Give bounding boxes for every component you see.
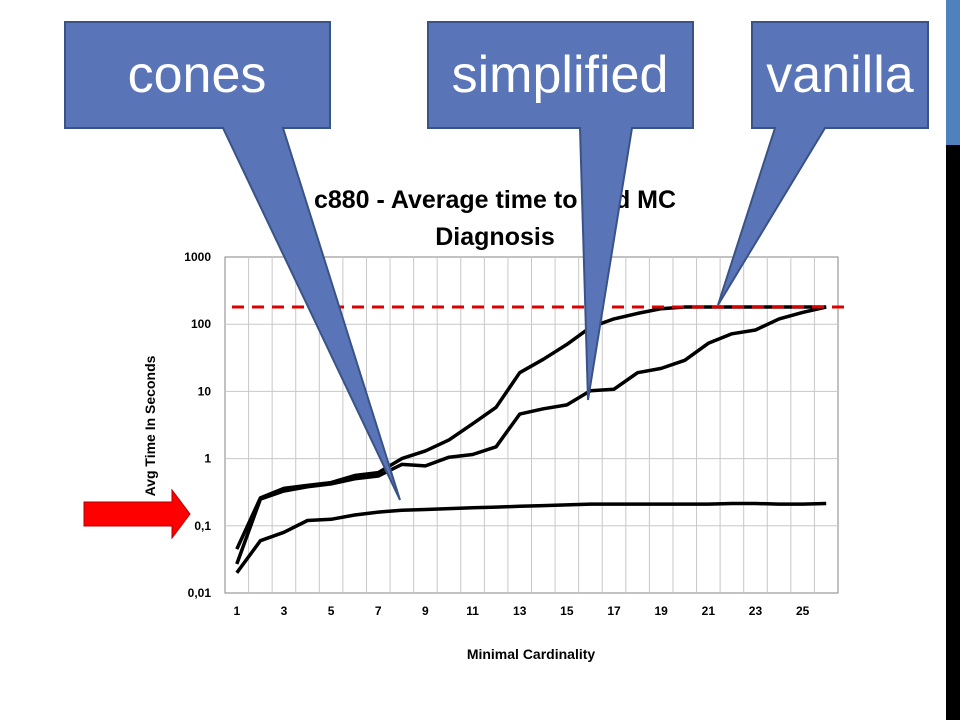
x-tick-label: 11 [466, 604, 479, 618]
x-tick-label: 17 [607, 604, 621, 618]
x-axis-ticks: 1 3 5 7 9 11 13 15 17 19 21 23 25 [233, 604, 809, 618]
y-tick-label: 0,01 [188, 586, 212, 600]
callout-balloon [717, 21, 929, 306]
chart-title-line-2: Diagnosis [435, 223, 554, 251]
side-strip-bottom [946, 145, 960, 720]
side-strip-top [946, 0, 960, 145]
y-tick-label: 1000 [184, 250, 211, 264]
x-tick-label: 19 [654, 604, 668, 618]
x-tick-label: 15 [560, 604, 574, 618]
x-tick-label: 21 [702, 604, 716, 618]
grid [225, 257, 838, 593]
x-tick-label: 13 [513, 604, 527, 618]
y-axis-label: Avg Time In Seconds [142, 355, 158, 496]
x-axis-label: Minimal Cardinality [467, 646, 596, 662]
x-tick-label: 1 [233, 604, 240, 618]
callout-balloon [64, 21, 401, 501]
y-tick-label: 0,1 [194, 519, 211, 533]
callout-cones: cones [64, 21, 401, 501]
callout-simplified-label: simplified [452, 46, 669, 104]
x-tick-label: 5 [328, 604, 335, 618]
x-tick-label: 3 [281, 604, 288, 618]
red-arrow-icon [83, 488, 191, 540]
callout-cones-label: cones [128, 46, 267, 104]
y-tick-label: 10 [198, 384, 212, 398]
x-tick-label: 25 [796, 604, 810, 618]
callout-vanilla: vanilla [717, 21, 929, 306]
y-axis-ticks: 0,01 0,1 1 10 100 1000 [184, 250, 211, 600]
callout-balloon [427, 21, 694, 401]
y-tick-label: 100 [191, 317, 211, 331]
series-line-3 [235, 501, 827, 574]
x-tick-label: 7 [375, 604, 382, 618]
callout-simplified: simplified [427, 21, 694, 401]
series-line-2 [235, 305, 827, 565]
series-layer [235, 305, 827, 574]
x-tick-label: 9 [422, 604, 429, 618]
y-tick-label: 1 [204, 452, 211, 466]
callout-vanilla-label: vanilla [766, 46, 913, 104]
x-tick-label: 23 [749, 604, 763, 618]
